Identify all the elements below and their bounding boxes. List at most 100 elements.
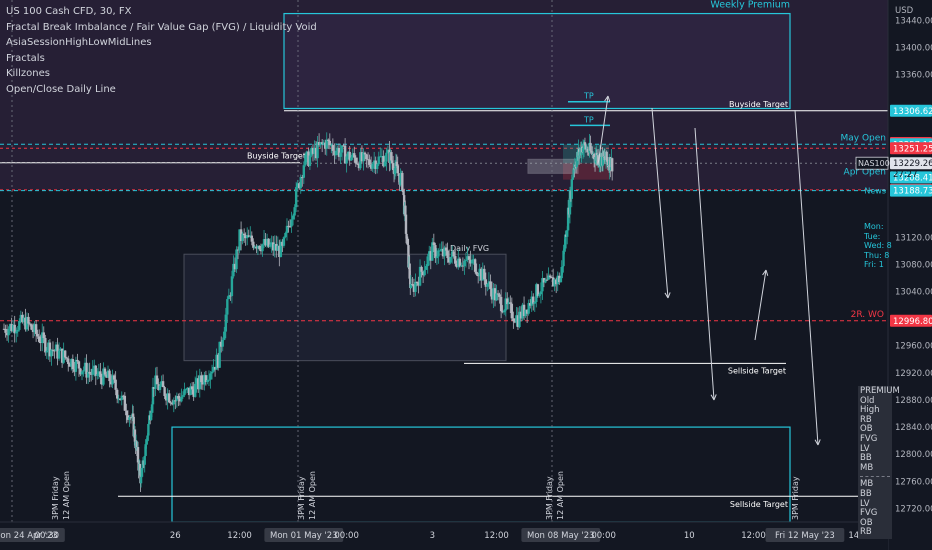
candle-body [115,389,119,399]
candle-body [507,302,510,305]
candle-body [594,157,597,163]
candle-body [181,395,185,397]
candle-body [229,295,232,297]
candle-body [434,245,437,259]
candle-body [350,157,353,161]
projection-arrow-up-2[interactable] [754,269,767,341]
projection-arrow-down-2[interactable] [694,127,715,401]
weekly-premium-label: Weekly Premium [710,0,790,11]
candle-body [532,296,535,304]
candle-body [418,266,422,286]
candle-body [464,259,468,261]
candle-body [136,447,140,463]
candle-body [463,260,466,267]
candle-body [190,386,194,390]
candle-body [250,235,253,242]
candle-body [515,315,518,323]
indicator-fractals[interactable]: Fractals [6,52,45,64]
time-tag-bg-8 [521,528,601,542]
price-axis[interactable] [888,0,932,550]
candle-body [197,378,200,390]
candle-body [308,155,312,166]
candle-body [33,324,36,333]
candle-body [10,324,13,332]
symbol-title[interactable]: US 100 Cash CFD, 30, FX [6,6,132,17]
candle-body [258,245,261,250]
candle-body [337,147,341,157]
indicator-asia-session[interactable]: AsiaSessionHighLowMidLines [6,37,152,48]
candle-body [94,365,97,376]
projection-arrow-down-1[interactable] [651,107,669,299]
candle-body [541,278,544,292]
candle-body [91,368,94,375]
candle-body [354,157,358,164]
projection-arrow-down-3[interactable] [794,109,819,446]
candle-body [397,173,400,177]
sellside-target-label-1: Sellside Target [728,366,786,375]
candle-body [486,284,489,287]
candle-body [336,147,339,151]
candle-body [158,385,162,391]
candle-body [261,244,264,252]
candle-body [122,395,125,397]
candle-body [291,215,295,220]
candle-body [501,311,504,313]
candle-body [310,148,313,156]
price-tag-5: 13208.41 [893,173,932,183]
candle-body [553,279,556,287]
indicator-fvg[interactable]: Fractal Break Imbalance / Fair Value Gap… [6,21,317,33]
candle-body [334,150,338,156]
projection-arrow-up-1[interactable] [597,95,609,166]
candle-body [420,266,423,272]
friday-label-2: 3PM Friday [545,476,554,520]
candle-body [524,309,527,317]
candle-body [174,400,177,402]
symbol-tag: NAS100 [858,159,890,168]
candle-body [145,439,148,445]
candle-body [583,142,587,146]
candle-body [598,162,601,164]
candle-body [80,371,84,375]
candle-body [431,242,434,261]
candle-body [516,315,520,328]
candle-body [244,235,247,239]
price-tick-4: 13080.00 [895,260,932,270]
indicator-killzones[interactable]: Killzones [6,68,50,79]
daily-fvg-box[interactable] [183,253,507,362]
candles[interactable] [2,132,614,493]
candle-body [395,161,399,167]
candle-body [200,375,203,383]
candle-body [146,435,149,440]
candle-body [294,187,298,208]
candle-body [119,398,122,401]
candle-body [275,243,278,251]
time-tag-bg-0 [0,528,65,542]
indicator-open-close[interactable]: Open/Close Daily Line [6,83,116,95]
candle-body [114,379,117,390]
candle-body [54,344,58,352]
candle-body [8,324,12,329]
candle-body [177,395,180,399]
weekly-premium-box[interactable] [283,12,791,110]
candle-body [440,248,443,251]
candle-body [209,373,212,380]
candle-body [489,281,492,289]
time-axis[interactable] [0,522,888,550]
candle-body [259,249,263,252]
candle-body [246,235,249,239]
candle-body [548,275,552,278]
candle-body [189,386,192,396]
candle-body [24,317,27,330]
candle-body [609,157,612,171]
candle-body [249,235,252,237]
candle-body [606,160,609,162]
candle-body [155,375,159,385]
ny-range-box[interactable] [527,158,579,174]
friday-label-0: 3PM Friday [51,476,60,520]
candle-body [409,284,413,288]
time-tick-5: 00:00 [334,531,359,541]
candle-body [28,323,32,325]
candle-body [363,152,367,155]
candle-body [339,152,342,157]
